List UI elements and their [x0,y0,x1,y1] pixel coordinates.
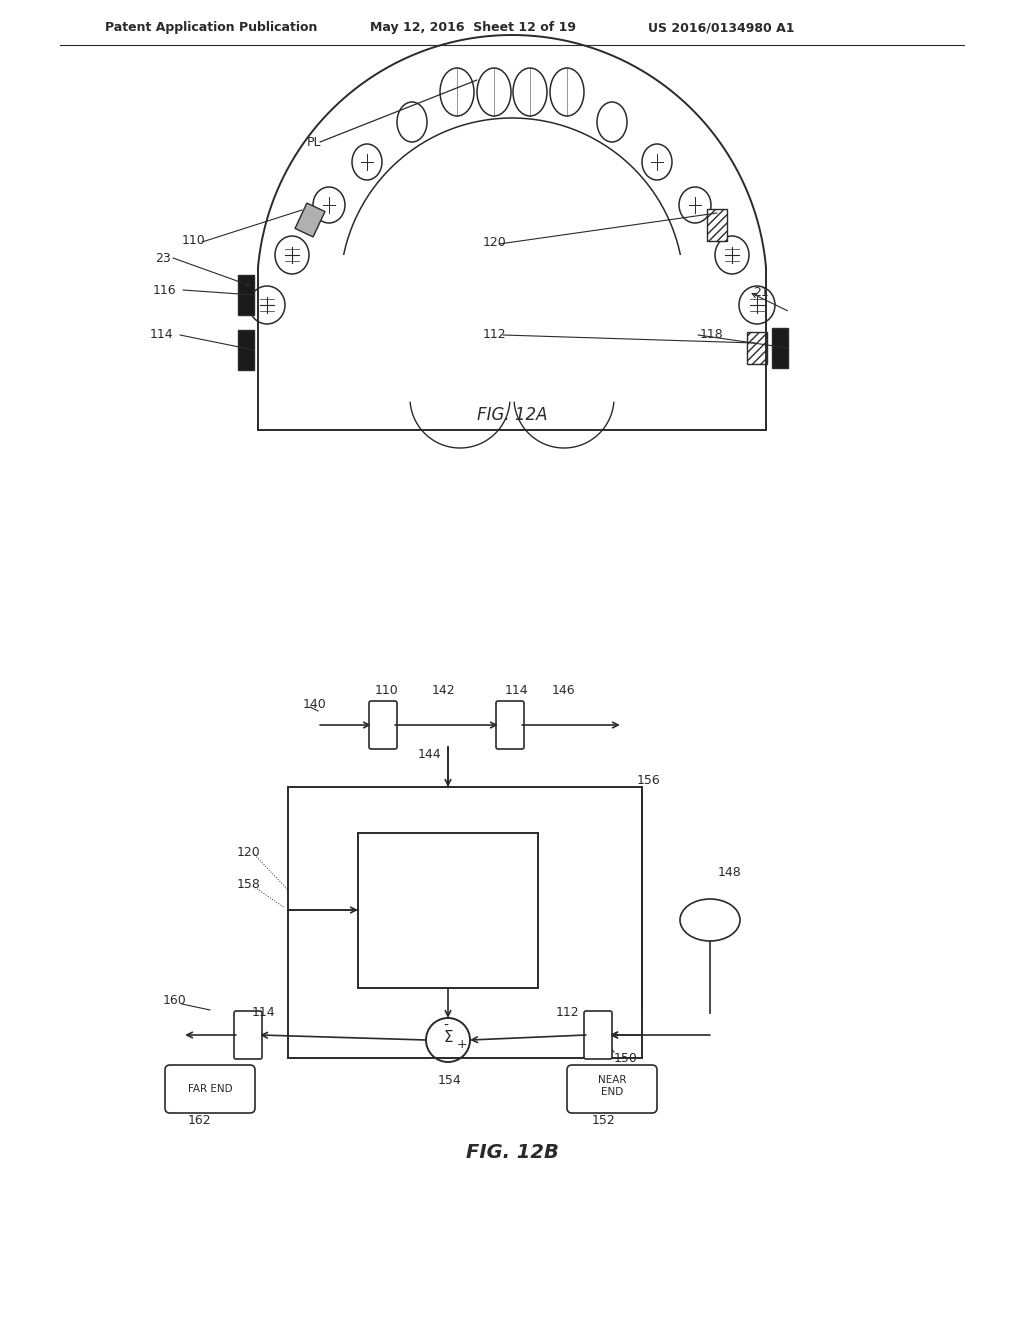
Bar [358,833,538,987]
Ellipse shape [397,102,427,143]
Ellipse shape [550,69,584,116]
Text: 114: 114 [505,684,528,697]
Text: 150: 150 [614,1052,638,1064]
FancyBboxPatch shape [165,1065,255,1113]
Ellipse shape [249,286,285,323]
Bar [746,333,767,364]
Ellipse shape [440,69,474,116]
Bar [238,275,254,315]
Ellipse shape [597,102,627,143]
Ellipse shape [642,144,672,180]
Ellipse shape [313,187,345,223]
Text: 112: 112 [556,1006,580,1019]
Text: 118: 118 [700,329,724,342]
Ellipse shape [352,144,382,180]
Ellipse shape [739,286,775,323]
FancyBboxPatch shape [369,701,397,748]
Bar [288,787,642,1059]
Text: 114: 114 [150,329,174,342]
Ellipse shape [275,236,309,275]
Text: 160: 160 [163,994,186,1006]
Ellipse shape [477,69,511,116]
Ellipse shape [679,187,711,223]
Text: Σ: Σ [443,1030,453,1044]
Bar [772,327,788,368]
Bar [707,209,727,242]
Text: FIG. 12B: FIG. 12B [466,1143,558,1162]
Text: PL: PL [307,136,322,149]
Text: 144: 144 [418,747,441,760]
Bar [295,203,325,236]
FancyBboxPatch shape [234,1011,262,1059]
FancyBboxPatch shape [584,1011,612,1059]
Bar [238,330,254,370]
Text: 23: 23 [155,252,171,264]
Text: 110: 110 [375,684,398,697]
Ellipse shape [680,899,740,941]
Text: 158: 158 [237,879,261,891]
Text: 120: 120 [483,236,507,249]
FancyBboxPatch shape [496,701,524,748]
Text: -: - [443,1019,449,1034]
Text: 148: 148 [718,866,741,879]
Text: US 2016/0134980 A1: US 2016/0134980 A1 [648,21,795,34]
Text: 152: 152 [592,1114,615,1126]
Text: 21: 21 [753,286,769,300]
Ellipse shape [715,236,749,275]
Text: 142: 142 [432,684,456,697]
Text: Patent Application Publication: Patent Application Publication [105,21,317,34]
Text: 112: 112 [483,329,507,342]
Text: FAR END: FAR END [187,1084,232,1094]
Ellipse shape [513,69,547,116]
Text: 146: 146 [552,684,575,697]
Text: 114: 114 [252,1006,275,1019]
Text: 140: 140 [303,697,327,710]
FancyBboxPatch shape [567,1065,657,1113]
Text: FIG. 12A: FIG. 12A [477,407,547,424]
Text: NEAR
END: NEAR END [598,1076,627,1097]
Text: May 12, 2016  Sheet 12 of 19: May 12, 2016 Sheet 12 of 19 [370,21,575,34]
Text: 110: 110 [182,235,206,248]
Text: 116: 116 [153,284,176,297]
Text: 120: 120 [237,846,261,858]
Text: 154: 154 [438,1073,462,1086]
Text: 162: 162 [188,1114,212,1126]
Text: +: + [457,1038,467,1051]
Text: 156: 156 [637,774,660,787]
